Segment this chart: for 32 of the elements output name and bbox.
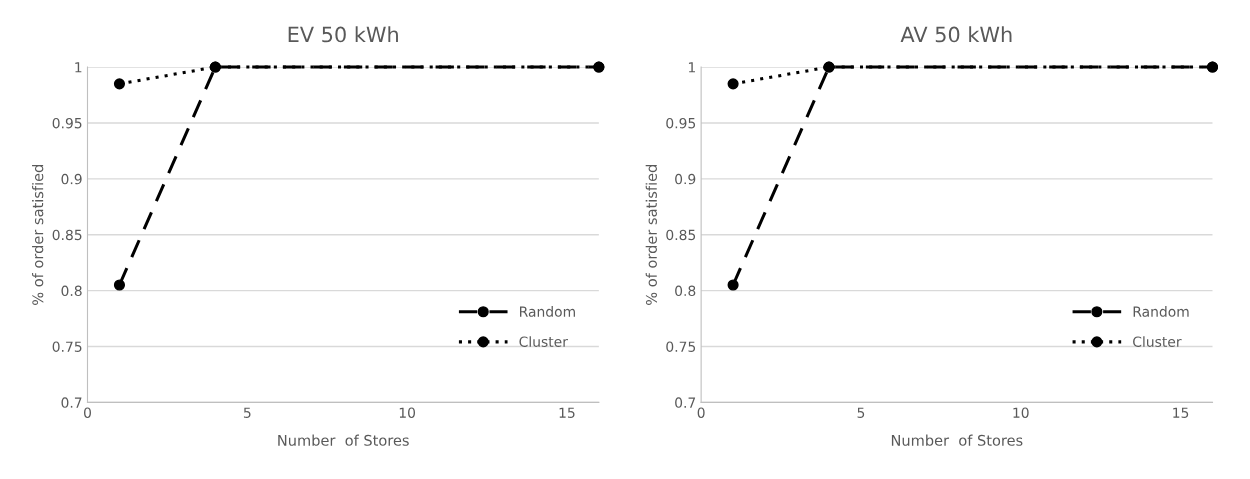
x-tick-label: 5 xyxy=(857,407,865,418)
x-tick-label: 10 xyxy=(399,407,416,418)
y-tick-label: 0.8 xyxy=(61,285,82,297)
y-tick-label: 0.75 xyxy=(666,341,696,352)
chart-title: EV 50 kWh xyxy=(288,26,398,43)
legend-label: Cluster xyxy=(519,336,568,347)
x-tick-label: 0 xyxy=(84,407,91,418)
y-tick-label: 1 xyxy=(688,62,695,73)
y-tick-label: 0.75 xyxy=(52,341,82,352)
x-tick-label: 15 xyxy=(559,407,575,418)
y-tick-label: 1 xyxy=(75,62,82,73)
legend-label: Random xyxy=(520,306,575,317)
x-tick-label: 15 xyxy=(1173,407,1189,418)
y-tick-label: 0.95 xyxy=(666,117,696,129)
y-tick-label: 0.85 xyxy=(666,229,696,241)
y-tick-label: 0.7 xyxy=(675,397,696,408)
x-tick-label: 10 xyxy=(1013,407,1029,418)
x-tick-label: 0 xyxy=(697,407,705,418)
y-axis-title: % of order satisfied xyxy=(32,165,44,305)
y-tick-label: 0.9 xyxy=(675,173,696,185)
legend-label: Random xyxy=(1133,306,1189,317)
x-axis-title: Number of Stores xyxy=(278,434,409,446)
y-tick-label: 0.8 xyxy=(675,285,696,297)
x-axis-title: Number of Stores xyxy=(891,434,1023,446)
y-tick-label: 0.85 xyxy=(52,229,82,241)
x-tick-label: 5 xyxy=(243,407,251,418)
y-tick-label: 0.7 xyxy=(61,397,82,408)
y-tick-label: 0.95 xyxy=(52,117,82,129)
legend-label: Cluster xyxy=(1133,336,1182,347)
chart-title: AV 50 kWh xyxy=(900,26,1012,43)
y-axis-title: % of order satisfied xyxy=(645,165,657,305)
y-tick-label: 0.9 xyxy=(61,173,82,185)
